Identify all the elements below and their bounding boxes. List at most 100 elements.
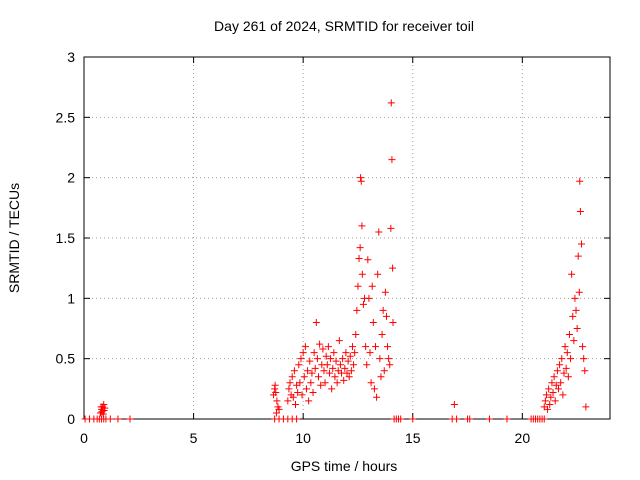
data-point — [550, 373, 558, 381]
data-point — [323, 361, 331, 369]
data-point — [331, 373, 339, 381]
data-point — [362, 343, 370, 351]
data-point — [364, 256, 372, 264]
data-point — [409, 415, 417, 423]
data-point — [355, 255, 363, 263]
data-point — [366, 349, 374, 357]
data-point — [312, 318, 320, 326]
data-point — [346, 352, 354, 360]
data-point — [275, 405, 283, 413]
data-point — [569, 312, 577, 320]
data-point — [348, 343, 356, 351]
data-point — [385, 355, 393, 363]
data-point — [358, 222, 366, 230]
data-point — [296, 379, 304, 387]
data-point — [353, 306, 361, 314]
data-point — [327, 355, 335, 363]
y-axis-label: SRMTID / TECUs — [6, 183, 22, 293]
data-point — [581, 367, 589, 375]
data-point — [99, 410, 107, 418]
data-point — [271, 381, 279, 389]
data-point — [306, 357, 314, 365]
data-point — [273, 397, 281, 405]
data-point — [293, 415, 301, 423]
data-point — [388, 156, 396, 164]
data-point — [97, 403, 105, 411]
data-point — [578, 240, 586, 248]
data-point — [350, 361, 358, 369]
data-point — [563, 349, 571, 357]
data-point — [386, 361, 394, 369]
data-point — [321, 379, 329, 387]
data-point — [567, 355, 575, 363]
data-point — [453, 415, 461, 423]
data-point — [309, 388, 317, 396]
data-point — [302, 385, 310, 393]
data-point — [291, 401, 299, 409]
data-point — [580, 355, 588, 363]
data-point — [560, 369, 568, 377]
data-point — [359, 300, 367, 308]
data-point — [376, 355, 384, 363]
data-points — [81, 99, 590, 423]
data-point — [377, 373, 385, 381]
x-tick-label: 0 — [80, 430, 88, 446]
data-point — [540, 415, 548, 423]
data-point — [370, 385, 378, 393]
data-point — [100, 407, 108, 415]
data-point — [328, 385, 336, 393]
y-tick-label: 1.5 — [56, 230, 76, 246]
data-point — [564, 373, 572, 381]
data-point — [503, 415, 511, 423]
y-tick-label: 2 — [67, 170, 75, 186]
data-point — [345, 373, 353, 381]
data-point — [317, 381, 325, 389]
data-point — [466, 415, 474, 423]
data-point — [126, 415, 134, 423]
data-point — [341, 364, 349, 372]
data-point — [371, 343, 379, 351]
data-point — [568, 270, 576, 278]
data-point — [565, 331, 573, 339]
data-point — [485, 415, 493, 423]
data-point — [384, 343, 392, 351]
data-point — [545, 385, 553, 393]
data-point — [284, 397, 292, 405]
data-point — [365, 294, 373, 302]
data-point — [288, 373, 296, 381]
data-point — [289, 393, 297, 401]
data-point — [351, 349, 359, 357]
data-point — [332, 357, 340, 365]
data-point — [373, 393, 381, 401]
data-point — [378, 331, 386, 339]
data-point — [389, 264, 397, 272]
data-point — [322, 352, 330, 360]
data-point — [335, 337, 343, 345]
data-point — [375, 228, 383, 236]
data-point — [367, 379, 375, 387]
data-point — [305, 397, 313, 405]
data-point — [344, 357, 352, 365]
y-tick-label: 0.5 — [56, 351, 76, 367]
data-point — [553, 367, 561, 375]
data-point — [582, 403, 590, 411]
data-point — [549, 388, 557, 396]
data-point — [357, 177, 365, 185]
data-point — [285, 385, 293, 393]
data-point — [340, 376, 348, 384]
data-point — [574, 252, 582, 260]
data-point — [294, 388, 302, 396]
x-axis-label: GPS time / hours — [291, 458, 398, 474]
data-point — [570, 337, 578, 345]
data-point — [551, 397, 559, 405]
data-point — [272, 388, 280, 396]
data-point — [379, 306, 387, 314]
data-point — [290, 367, 298, 375]
data-point — [329, 364, 337, 372]
data-point — [556, 361, 564, 369]
data-point — [316, 340, 324, 348]
data-point — [381, 288, 389, 296]
data-point — [298, 391, 306, 399]
data-point — [542, 391, 550, 399]
